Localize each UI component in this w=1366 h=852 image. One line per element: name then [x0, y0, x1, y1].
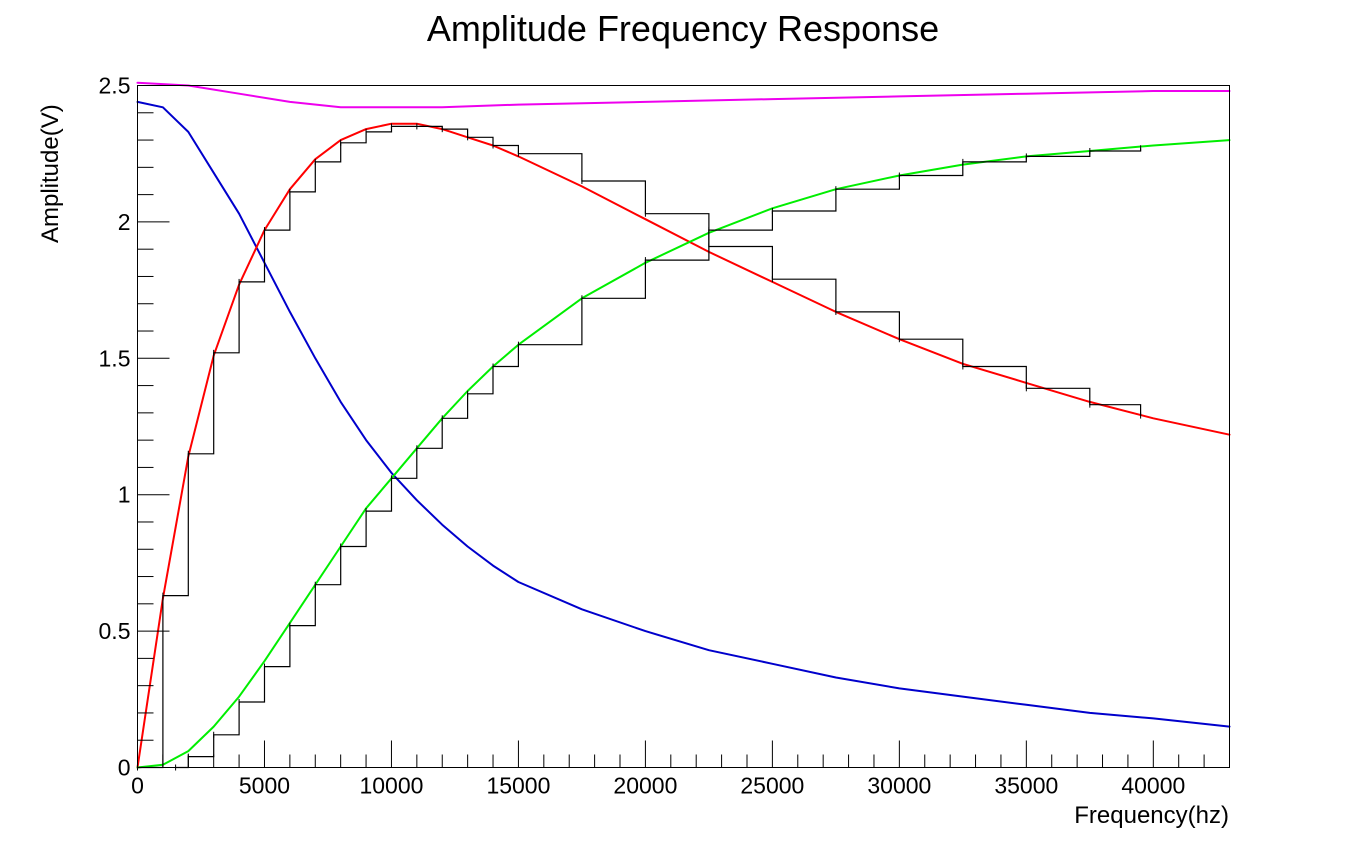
x-axis: 0 5000 10000 15000 20000 25000 30000 35000 40000: [131, 740, 1230, 799]
series-line-2: [136, 139, 1231, 769]
x-tick-label: 5000: [239, 773, 290, 799]
plot-frame: [137, 85, 1230, 768]
x-tick-label: 25000: [740, 773, 804, 799]
data-histogram-4: [175, 145, 1142, 771]
x-tick-label: 40000: [1121, 773, 1185, 799]
x-tick-label: 20000: [613, 773, 677, 799]
series-line-1: [136, 122, 1231, 769]
x-tick-label: 15000: [486, 773, 550, 799]
y-axis: 0 0.5 1 1.5 2 2.5: [99, 73, 170, 781]
data-histogram-path: [175, 148, 1142, 769]
y-tick-label: 1.5: [99, 345, 131, 371]
y-axis-label: Amplitude(V): [37, 104, 64, 243]
data-histogram-path: [137, 125, 1142, 769]
series-line-3: [136, 81, 1231, 109]
x-tick-label: 30000: [867, 773, 931, 799]
y-tick-label: 2: [118, 209, 131, 235]
y-tick-label: 1: [118, 482, 131, 508]
data-histogram-5: [137, 123, 1142, 771]
y-tick-label: 0: [118, 755, 131, 781]
x-tick-label: 10000: [359, 773, 423, 799]
x-axis-label: Frequency(hz): [1074, 802, 1229, 829]
y-tick-label: 0.5: [99, 618, 131, 644]
y-tick-label: 2.5: [99, 73, 131, 99]
x-tick-label: 35000: [994, 773, 1058, 799]
x-tick-label: 0: [131, 773, 144, 799]
series-layer: [136, 81, 1231, 771]
chart-title: Amplitude Frequency Response: [427, 8, 939, 49]
series-line-0: [136, 100, 1231, 728]
